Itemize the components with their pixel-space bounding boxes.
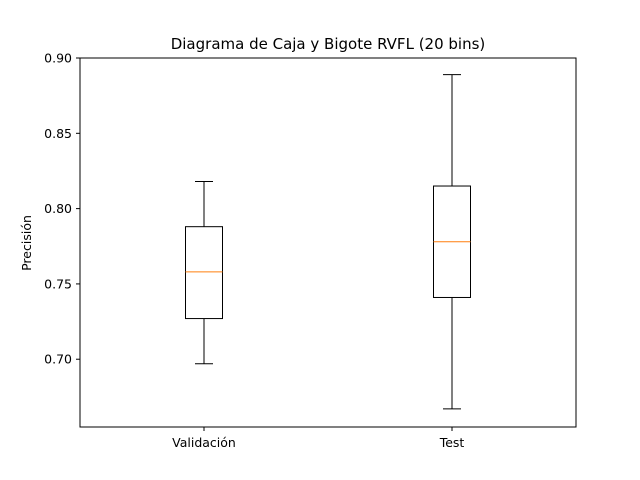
y-tick-label: 0.85 xyxy=(44,126,72,141)
axes-frame xyxy=(79,57,577,428)
y-tick-label: 0.90 xyxy=(44,51,72,66)
y-tick-label: 0.70 xyxy=(44,352,72,367)
plot-area: 0.70 0.75 0.80 0.85 0.90 Validación Test xyxy=(44,51,577,450)
y-tick-label: 0.75 xyxy=(44,276,72,291)
box-iqr xyxy=(185,226,223,320)
y-tick-label: 0.80 xyxy=(44,201,72,216)
chart-title: Diagrama de Caja y Bigote RVFL (20 bins) xyxy=(171,35,486,53)
x-tick-label: Validación xyxy=(172,435,236,450)
y-axis-label: Precisión xyxy=(19,215,34,271)
x-tick-label: Test xyxy=(439,435,465,450)
